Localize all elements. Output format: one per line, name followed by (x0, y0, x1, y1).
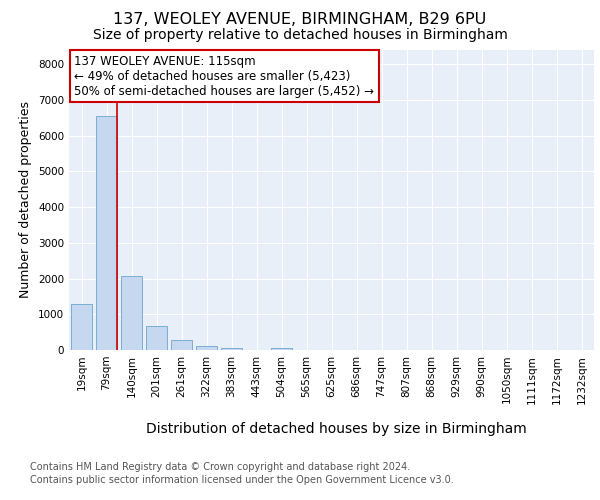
Bar (146, 326, 167, 350)
Text: 137 WEOLEY AVENUE: 115sqm
← 49% of detached houses are smaller (5,423)
50% of se: 137 WEOLEY AVENUE: 115sqm ← 49% of detac… (74, 54, 374, 98)
Text: 137, WEOLEY AVENUE, BIRMINGHAM, B29 6PU: 137, WEOLEY AVENUE, BIRMINGHAM, B29 6PU (113, 12, 487, 28)
Bar (271, 348, 292, 350)
Text: Size of property relative to detached houses in Birmingham: Size of property relative to detached ho… (92, 28, 508, 42)
Bar (71, 304, 92, 350)
Bar (96, 116, 117, 350)
Bar (221, 348, 242, 350)
Text: Contains public sector information licensed under the Open Government Licence v3: Contains public sector information licen… (30, 475, 454, 485)
Text: Contains HM Land Registry data © Crown copyright and database right 2024.: Contains HM Land Registry data © Crown c… (30, 462, 410, 472)
Y-axis label: Number of detached properties: Number of detached properties (19, 102, 32, 298)
Bar (196, 346, 217, 350)
Bar (171, 340, 192, 350)
Bar (121, 276, 142, 350)
Text: Distribution of detached houses by size in Birmingham: Distribution of detached houses by size … (146, 422, 526, 436)
